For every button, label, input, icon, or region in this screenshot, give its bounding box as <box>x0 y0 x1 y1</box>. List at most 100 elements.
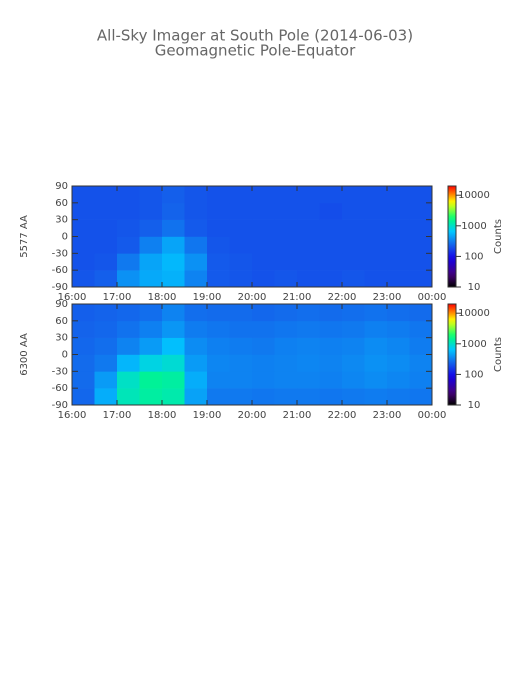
heatmap-cell <box>72 304 95 322</box>
heatmap-cell <box>364 337 388 355</box>
heatmap-cell <box>364 219 388 237</box>
heatmap-cell <box>94 337 118 355</box>
heatmap-cell <box>387 253 410 271</box>
heatmap-cell <box>139 253 163 271</box>
heatmap-cell <box>364 186 388 204</box>
y-tick-label: -60 <box>52 265 68 276</box>
heatmap-cell <box>94 304 118 322</box>
heatmap-cell <box>387 388 410 406</box>
heatmap-cell <box>162 337 185 355</box>
y-tick-label: 90 <box>55 299 68 310</box>
y-tick-label: 60 <box>55 198 68 209</box>
heatmap-cell <box>319 320 343 338</box>
subtitle: Geomagnetic Pole-Equator <box>155 42 356 60</box>
heatmap-cell <box>162 320 185 338</box>
heatmap-cell <box>409 236 433 254</box>
heatmap-cell <box>319 304 343 322</box>
heatmap-cell <box>364 354 388 372</box>
heatmap-cell <box>184 186 208 204</box>
heatmap-cell <box>117 253 140 271</box>
x-tick-label: 20:00 <box>238 292 267 303</box>
heatmap-cell <box>274 371 298 389</box>
heatmap-cell <box>252 186 275 204</box>
x-tick-label: 16:00 <box>58 410 87 421</box>
colorbar-tick-label: 100 <box>464 369 483 380</box>
heatmap-cell <box>162 186 185 204</box>
heatmap-cell <box>387 186 410 204</box>
heatmap-cell <box>274 388 298 406</box>
colorbar-tick-label: 100 <box>464 251 483 262</box>
colorbar-label: Counts <box>493 219 504 254</box>
y-tick-label: -90 <box>52 400 68 411</box>
heatmap-cell <box>297 219 320 237</box>
heatmap-cell <box>319 337 343 355</box>
heatmap-cell <box>94 270 118 288</box>
heatmap-cell <box>117 320 140 338</box>
heatmap-cell <box>387 320 410 338</box>
title: All-Sky Imager at South Pole (2014-06-03… <box>97 27 413 45</box>
heatmap-cell <box>139 270 163 288</box>
heatmap-cell <box>207 253 230 271</box>
heatmap-cell <box>184 371 208 389</box>
heatmap-cell <box>72 253 95 271</box>
heatmap-cell <box>297 371 320 389</box>
colorbar <box>448 186 456 287</box>
heatmap-cell <box>409 186 433 204</box>
heatmap-cell <box>72 236 95 254</box>
heatmap-cell <box>207 304 230 322</box>
heatmap-cell <box>274 304 298 322</box>
heatmap-cell <box>342 304 365 322</box>
heatmap-cell <box>117 388 140 406</box>
heatmap-cell <box>207 371 230 389</box>
heatmap-cell <box>297 202 320 220</box>
heatmap-cell <box>184 202 208 220</box>
heatmap-cell <box>207 337 230 355</box>
heatmap-cell <box>72 186 95 204</box>
heatmap-cell <box>229 371 253 389</box>
heatmap-cell <box>162 202 185 220</box>
heatmap-cell <box>139 186 163 204</box>
heatmap-cell <box>252 202 275 220</box>
heatmap-cell <box>409 304 433 322</box>
colorbar-tick-label: 1000 <box>461 339 486 350</box>
heatmap-cell <box>319 354 343 372</box>
heatmap-cell <box>94 236 118 254</box>
heatmap-cell <box>184 236 208 254</box>
heatmap-cell <box>297 253 320 271</box>
heatmap-cell <box>229 337 253 355</box>
heatmap-cell <box>274 337 298 355</box>
heatmap-cell <box>162 304 185 322</box>
heatmap-cell <box>139 202 163 220</box>
heatmap-cell <box>364 253 388 271</box>
heatmap-cell <box>387 354 410 372</box>
heatmap-cell <box>342 219 365 237</box>
heatmap-cell <box>409 320 433 338</box>
heatmap-cell <box>387 202 410 220</box>
heatmap-cell <box>229 388 253 406</box>
heatmap-cell <box>387 270 410 288</box>
heatmap-cell <box>184 270 208 288</box>
heatmap-cell <box>342 253 365 271</box>
heatmap-cell <box>252 270 275 288</box>
heatmap-cell <box>319 371 343 389</box>
heatmap-cell <box>94 202 118 220</box>
heatmap-cell <box>274 202 298 220</box>
heatmap-cell <box>207 388 230 406</box>
heatmap-cell <box>207 236 230 254</box>
heatmap-cell <box>94 186 118 204</box>
heatmap-cell <box>252 236 275 254</box>
y-tick-label: 0 <box>62 232 68 243</box>
heatmap-cell <box>162 219 185 237</box>
heatmap-cell <box>207 354 230 372</box>
heatmap-cell <box>229 202 253 220</box>
heatmap-cell <box>229 236 253 254</box>
heatmap-cell <box>409 219 433 237</box>
heatmap-cell <box>387 337 410 355</box>
heatmap-cell <box>297 337 320 355</box>
colorbar <box>448 304 456 405</box>
heatmap-cell <box>252 371 275 389</box>
heatmap-cell <box>162 236 185 254</box>
heatmap-cell <box>94 371 118 389</box>
heatmap-cell <box>409 354 433 372</box>
